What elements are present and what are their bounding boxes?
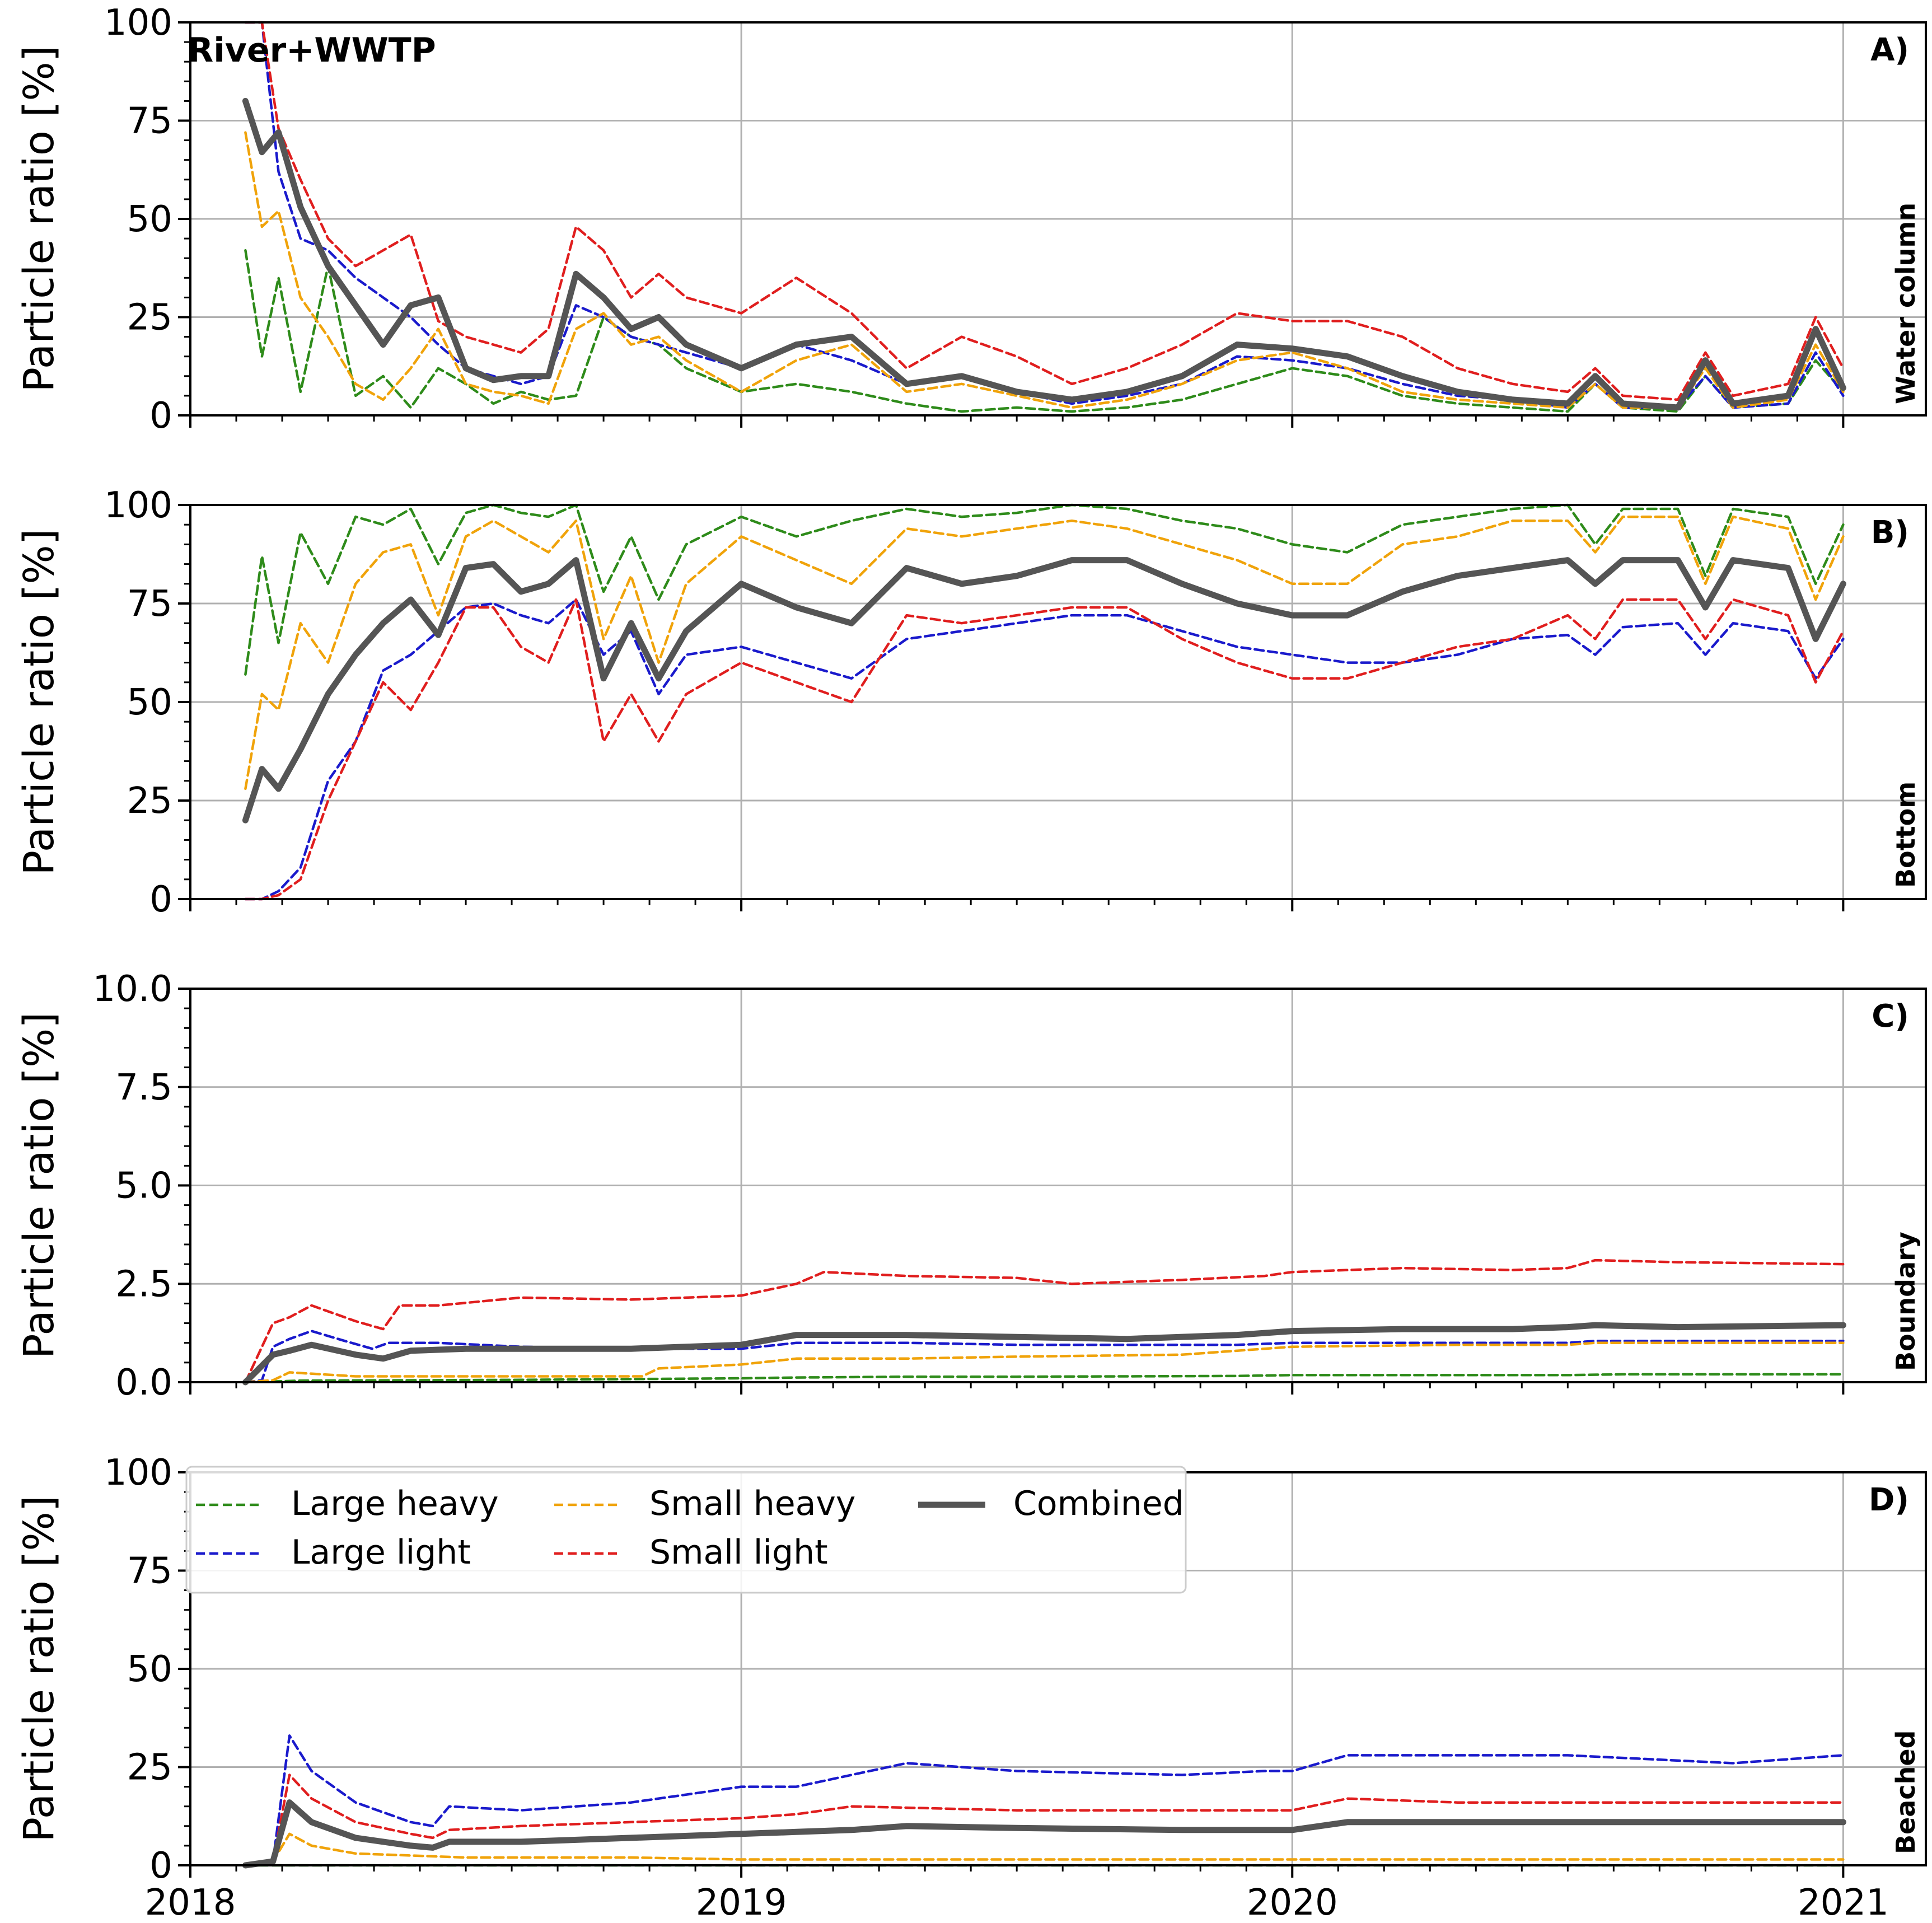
- panel-tag: C): [1872, 998, 1909, 1035]
- series-large-heavy: [244, 503, 1845, 676]
- series-combined: [242, 1799, 1846, 1869]
- y-axis-label: Particle ratio [%]: [15, 1495, 63, 1842]
- series-small-light: [244, 21, 1845, 401]
- y-tick-label: 5.0: [115, 1166, 172, 1207]
- series-large-light: [244, 21, 1845, 409]
- panel-side-label: Bottom: [1891, 782, 1921, 888]
- y-tick-label: 10.0: [93, 968, 173, 1010]
- y-tick-label: 0.0: [115, 1362, 172, 1403]
- series-large-light: [244, 598, 1845, 901]
- legend-frame: [185, 1466, 1187, 1594]
- y-tick-label: 25: [127, 780, 172, 822]
- y-tick-label: 0: [149, 395, 172, 437]
- legend: Large heavy Large light Small heavy Small l…: [185, 1466, 1187, 1594]
- y-axis-label: Particle ratio [%]: [15, 528, 63, 875]
- y-tick-label: 100: [104, 485, 172, 526]
- panel-water-column: 0 25 50 75 100 Particle ratio [%] A) Water colu…: [15, 2, 1927, 437]
- panels: 0 25 50 75 100 Particle ratio [%] A) Water colu…: [15, 2, 1927, 1923]
- series-large-heavy: [244, 1373, 1845, 1384]
- y-tick-label: 25: [127, 1747, 172, 1789]
- series-small-heavy: [244, 131, 1845, 409]
- y-tick-label: 50: [127, 1649, 172, 1690]
- figure-annotation: River+WWTP: [188, 31, 436, 70]
- y-tick-label: 75: [127, 1551, 172, 1592]
- x-tick-label: 2018: [145, 1882, 236, 1923]
- legend-label: Large heavy: [291, 1484, 499, 1523]
- series-small-light: [244, 1258, 1845, 1384]
- panel-boundary: 0.0 2.5 5.0 7.5 10.0 Particle ratio [%] C) Boun…: [15, 968, 1927, 1403]
- legend-entries: Large heavy Large light Small heavy Small l…: [196, 1484, 1184, 1572]
- panel-side-label: Water column: [1891, 203, 1921, 404]
- panel-side-label: Boundary: [1891, 1232, 1921, 1371]
- y-tick-label: 100: [104, 2, 172, 44]
- series-small-heavy: [244, 515, 1845, 790]
- x-tick-label: 2021: [1798, 1882, 1889, 1923]
- y-tick-label: 0: [149, 1845, 172, 1887]
- y-tick-label: 2.5: [115, 1264, 172, 1305]
- x-tick-label: 2020: [1247, 1882, 1338, 1923]
- legend-label: Small heavy: [649, 1484, 855, 1523]
- series-small-heavy: [244, 1341, 1845, 1384]
- y-axis-label: Particle ratio [%]: [15, 45, 63, 392]
- y-tick-label: 7.5: [115, 1067, 172, 1108]
- legend-label: Small light: [649, 1533, 828, 1572]
- series-small-heavy: [244, 1832, 1845, 1867]
- y-tick-label: 25: [127, 297, 172, 339]
- panel-tag: D): [1869, 1482, 1909, 1518]
- panel-beached: 0 25 50 75 100 2018 2019 2020 2021 Particle ratio…: [15, 1452, 1927, 1923]
- panel-tag: B): [1871, 514, 1909, 551]
- legend-label: Large light: [291, 1533, 471, 1572]
- panel-bottom: 0 25 50 75 100 Particle ratio [%] B) Bottom: [15, 485, 1927, 920]
- panel-tag: A): [1870, 32, 1909, 68]
- x-tick-label: 2019: [696, 1882, 787, 1923]
- series-small-light: [244, 1774, 1845, 1867]
- series-combined: [242, 1322, 1846, 1386]
- series-large-light: [244, 1330, 1845, 1384]
- y-tick-label: 50: [127, 199, 172, 240]
- series-combined: [242, 557, 1846, 824]
- series-combined: [242, 97, 1846, 411]
- legend-label: Combined: [1013, 1484, 1184, 1523]
- series-small-light: [244, 598, 1845, 901]
- series-large-light: [244, 1734, 1845, 1867]
- y-axis-label: Particle ratio [%]: [15, 1012, 63, 1359]
- y-tick-label: 100: [104, 1452, 172, 1494]
- y-tick-label: 75: [127, 583, 172, 625]
- panel-side-label: Beached: [1891, 1730, 1921, 1854]
- y-tick-label: 75: [127, 101, 172, 142]
- y-tick-label: 0: [149, 879, 172, 920]
- y-tick-label: 50: [127, 682, 172, 723]
